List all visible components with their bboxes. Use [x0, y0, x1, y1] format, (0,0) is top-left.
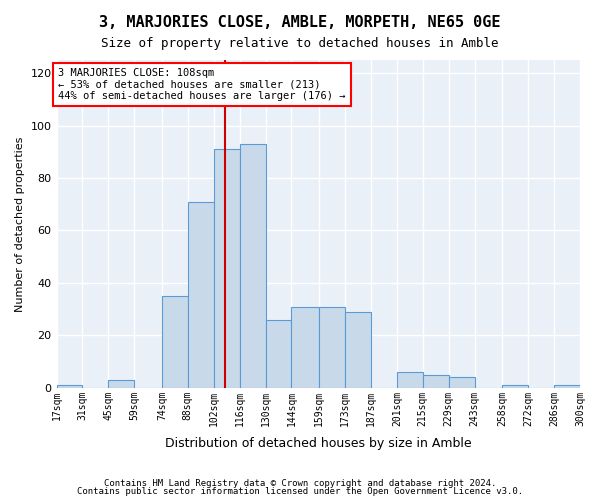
Bar	[188, 202, 214, 388]
Bar	[109, 380, 134, 388]
Bar	[449, 378, 475, 388]
Text: Size of property relative to detached houses in Amble: Size of property relative to detached ho…	[101, 38, 499, 51]
Bar	[423, 374, 449, 388]
Bar	[397, 372, 423, 388]
Bar	[162, 296, 188, 388]
Bar	[345, 312, 371, 388]
Text: Contains HM Land Registry data © Crown copyright and database right 2024.: Contains HM Land Registry data © Crown c…	[104, 478, 496, 488]
Bar	[502, 385, 528, 388]
Bar	[56, 385, 82, 388]
Text: 3, MARJORIES CLOSE, AMBLE, MORPETH, NE65 0GE: 3, MARJORIES CLOSE, AMBLE, MORPETH, NE65…	[99, 15, 501, 30]
Bar	[239, 144, 266, 388]
Bar	[266, 320, 292, 388]
X-axis label: Distribution of detached houses by size in Amble: Distribution of detached houses by size …	[165, 437, 472, 450]
Bar	[554, 385, 580, 388]
Bar	[292, 306, 319, 388]
Text: Contains public sector information licensed under the Open Government Licence v3: Contains public sector information licen…	[77, 488, 523, 496]
Bar	[214, 149, 239, 388]
Text: 3 MARJORIES CLOSE: 108sqm
← 53% of detached houses are smaller (213)
44% of semi: 3 MARJORIES CLOSE: 108sqm ← 53% of detac…	[58, 68, 346, 101]
Bar	[319, 306, 345, 388]
Y-axis label: Number of detached properties: Number of detached properties	[15, 136, 25, 312]
